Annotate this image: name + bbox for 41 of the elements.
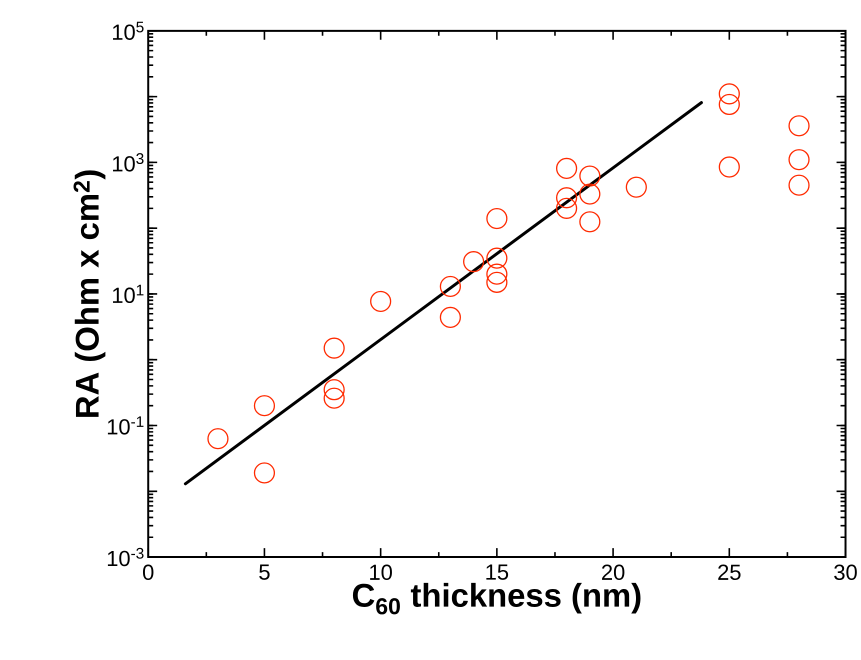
point [463,251,484,272]
x-tick-label: 20 [602,564,624,580]
point [579,211,600,233]
point [486,264,508,285]
point [788,115,810,137]
point [254,395,276,417]
y-tick-label: 10$^{3}$ [113,153,144,172]
point [486,208,508,230]
point [556,198,578,220]
point [788,149,810,171]
x-tick-label: 15 [486,564,508,580]
point [718,84,740,105]
point [626,176,647,198]
point [556,187,578,209]
y-tick-label: 10$^{5}$ [113,22,144,40]
y-axis-title: RA (Ohm x cm$^{2}$) [74,170,106,418]
y-tick-label: 10$^{-3}$ [108,548,144,566]
point [324,338,345,359]
point [440,307,461,328]
point [440,276,461,298]
point [486,248,508,269]
point [486,272,508,294]
point [556,158,578,180]
point [370,291,392,312]
y-tick-label: 10$^{1}$ [113,285,144,304]
x-tick-label: 10 [370,564,392,580]
point [579,184,600,205]
point [254,462,276,484]
y-tick-label: 10$^{-1}$ [108,416,144,435]
point [324,388,345,410]
point [579,166,600,187]
point [718,94,740,116]
x-tick-label: 30 [834,564,857,580]
x-tick-label: 5 [259,564,270,580]
x-axis-title: C$_{60}$ thickness (nm) [352,583,640,615]
point [324,379,345,401]
point [207,428,229,450]
point [788,174,810,196]
x-tick-label: 25 [718,564,741,580]
point [718,156,740,178]
x-tick-label: 0 [142,564,154,580]
